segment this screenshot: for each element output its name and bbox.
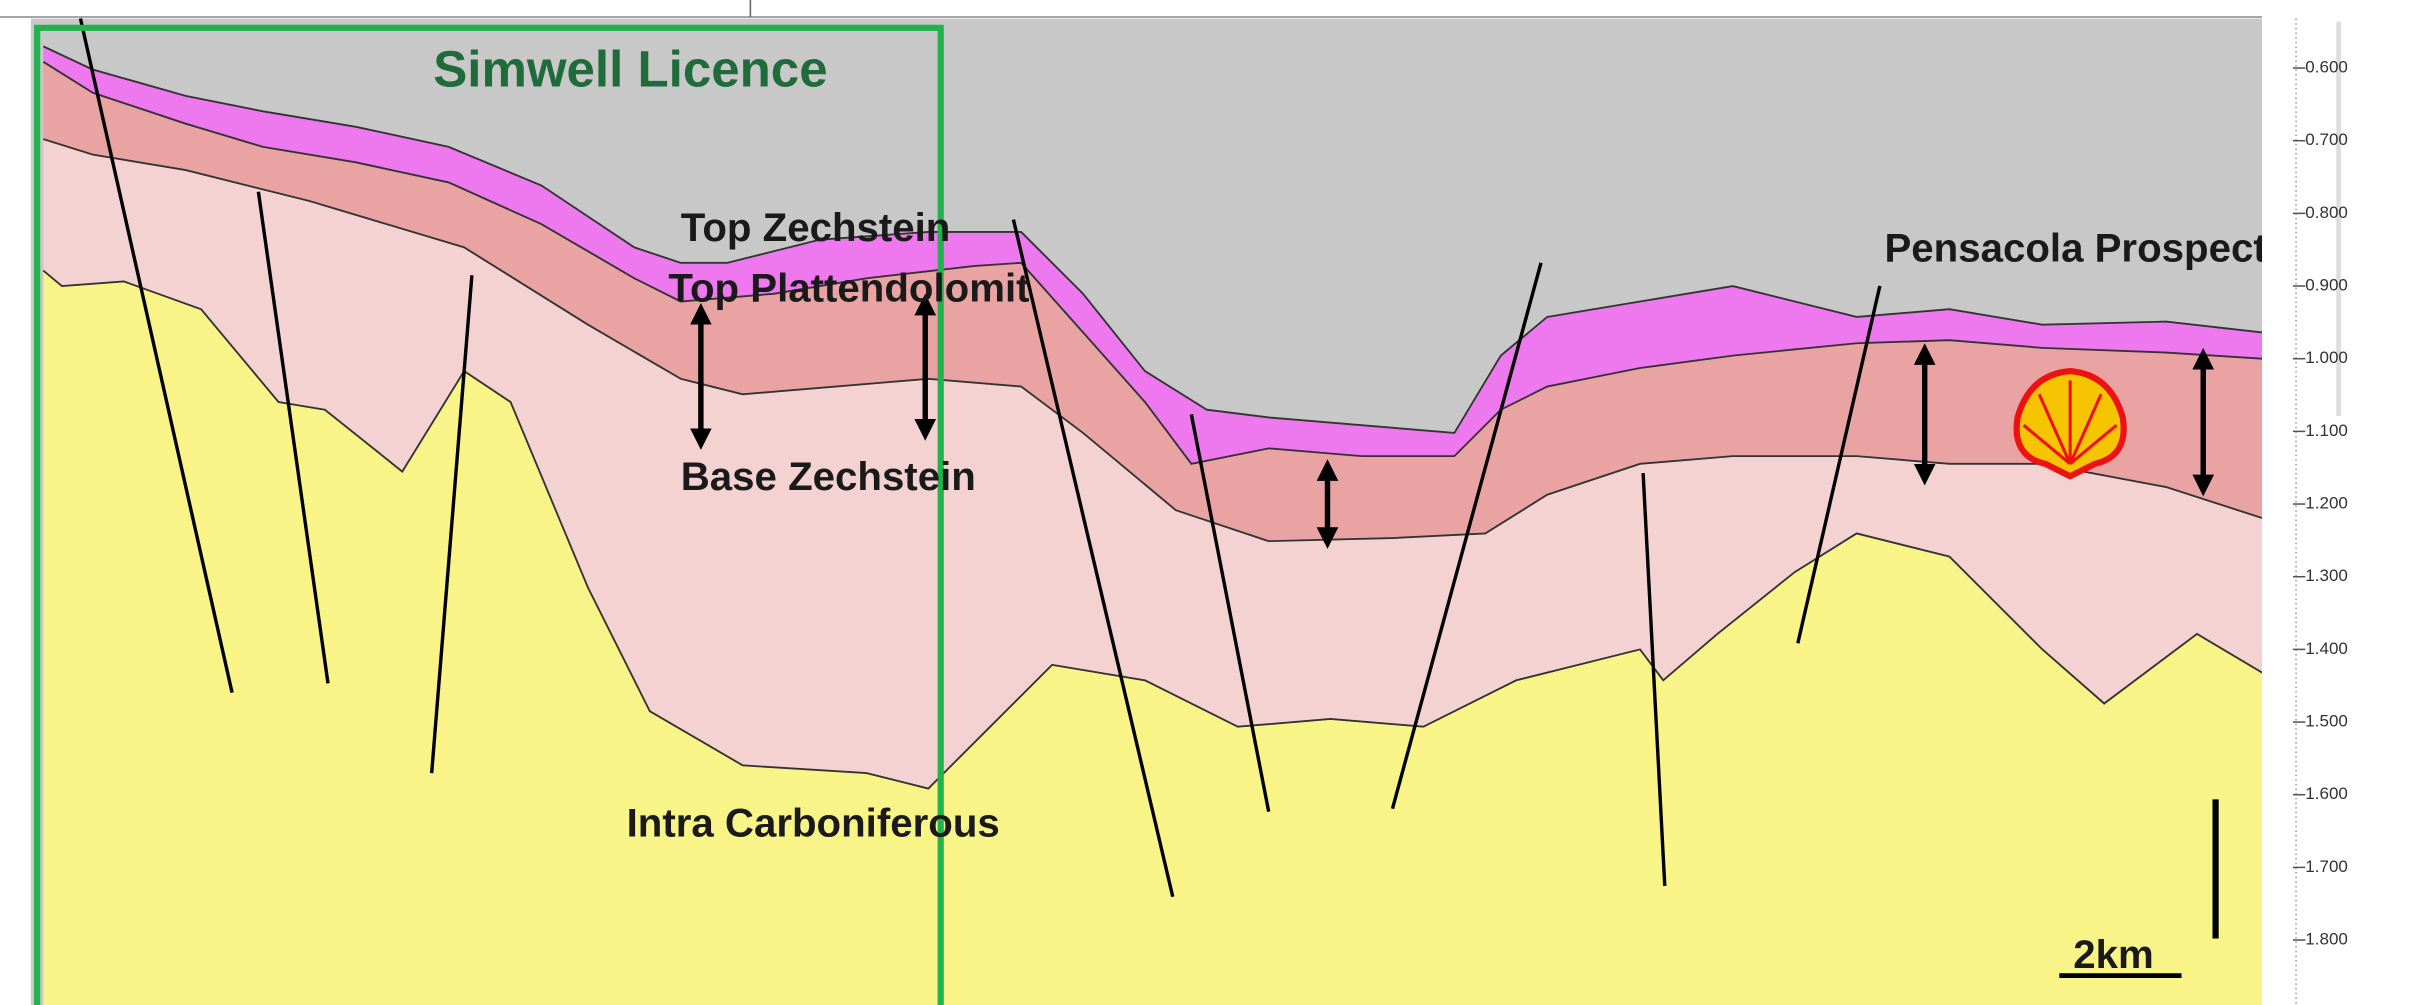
scale-label: 2km	[2073, 932, 2153, 977]
horizon-label: Top Zechstein	[681, 205, 951, 250]
prospect-label: Pensacola Prospect	[1884, 225, 2266, 270]
cross-section: Simwell Licence Top Zechstein Top Platte…	[0, 0, 2426, 1005]
depth-tick-label: 1.300	[2305, 566, 2348, 585]
depth-tick-label: 1.700	[2305, 857, 2348, 876]
page: {"licence": {"title": "Simwell Licence"}…	[0, 0, 2426, 1005]
shell-logo	[2017, 371, 2124, 476]
depth-tick-label: 0.600	[2305, 58, 2348, 77]
depth-tick-label: 1.800	[2305, 930, 2348, 949]
horizon-label: Base Zechstein	[681, 454, 976, 499]
depth-tick-label: 0.700	[2305, 130, 2348, 149]
depth-tick-label: 0.800	[2305, 203, 2348, 222]
depth-tick-label: 1.000	[2305, 348, 2348, 367]
horizon-label: Intra Carboniferous	[627, 800, 1000, 845]
depth-tick-label: 1.100	[2305, 421, 2348, 440]
depth-tick-label: 1.600	[2305, 784, 2348, 803]
horizon-label: Top Plattendolomit	[668, 266, 1029, 311]
depth-tick-label: 1.400	[2305, 639, 2348, 658]
depth-tick-label: 0.900	[2305, 276, 2348, 295]
depth-tick-label: 1.500	[2305, 712, 2348, 731]
licence-title: Simwell Licence	[433, 41, 827, 98]
depth-tick-label: 1.200	[2305, 494, 2348, 513]
